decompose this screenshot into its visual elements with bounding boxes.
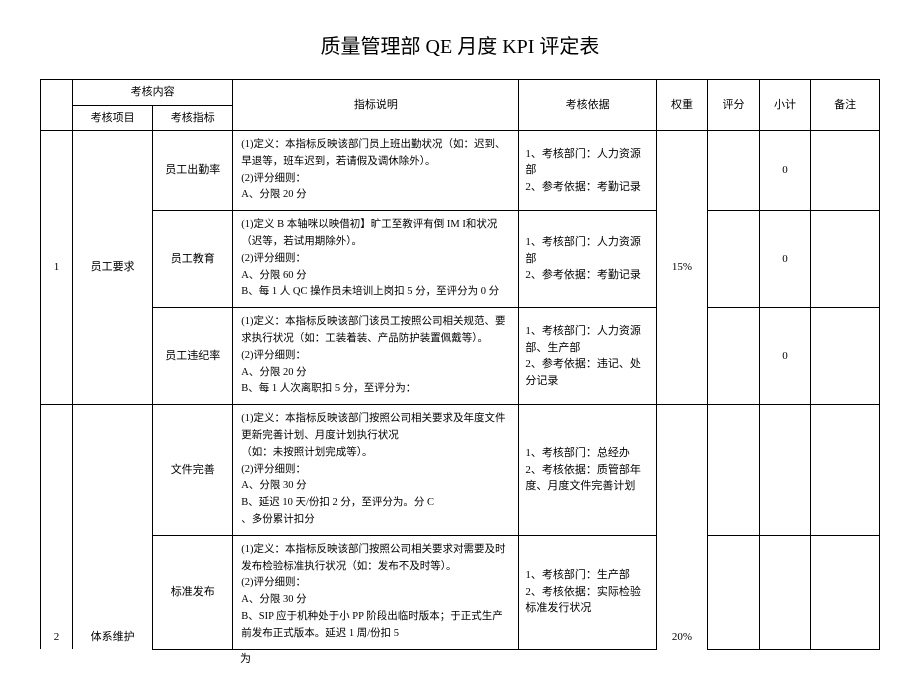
basis-cell: 1、考核部门：人力资源部2、参考依据：考勤记录 bbox=[519, 211, 656, 308]
header-assess-metric: 考核指标 bbox=[153, 105, 233, 131]
remark-cell bbox=[811, 405, 880, 536]
item-cell: 员工要求 bbox=[73, 131, 153, 405]
header-assess-item: 考核项目 bbox=[73, 105, 153, 131]
remark-cell bbox=[811, 535, 880, 649]
metric-cell: 员工违纪率 bbox=[153, 308, 233, 405]
header-basis: 考核依据 bbox=[519, 80, 656, 131]
metric-cell: 员工出勤率 bbox=[153, 131, 233, 211]
table-row: 1 员工要求 员工出勤率 (1)定义：本指标反映该部门员上班出勤状况（如：迟到、… bbox=[41, 131, 880, 211]
subtotal-cell bbox=[759, 405, 811, 536]
subtotal-cell: 0 bbox=[759, 131, 811, 211]
table-row: 员工违纪率 (1)定义：本指标反映该部门该员工按照公司相关规范、要求执行状况（如… bbox=[41, 308, 880, 405]
score-cell bbox=[708, 131, 760, 211]
score-cell bbox=[708, 211, 760, 308]
remark-cell bbox=[811, 308, 880, 405]
table-row: 标准发布 (1)定义：本指标反映该部门按照公司相关要求对需要及时发布检验标准执行… bbox=[41, 535, 880, 649]
remark-cell bbox=[811, 211, 880, 308]
score-cell bbox=[708, 308, 760, 405]
kpi-table: 考核内容 指标说明 考核依据 权重 评分 小计 备注 考核项目 考核指标 1 员… bbox=[40, 79, 880, 650]
basis-cell: 1、考核部门：人力资源部、生产部2、参考依据：违记、处分记录 bbox=[519, 308, 656, 405]
trailing-text: 为 bbox=[40, 650, 880, 666]
item-cell: 体系维护 bbox=[73, 405, 153, 649]
table-row: 2 体系维护 文件完善 (1)定义：本指标反映该部门按照公司相关要求及年度文件更… bbox=[41, 405, 880, 536]
weight-cell: 20% bbox=[656, 405, 708, 649]
page-title: 质量管理部 QE 月度 KPI 评定表 bbox=[40, 30, 880, 59]
basis-cell: 1、考核部门：生产部2、考核依据：实际检验标准发行状况 bbox=[519, 535, 656, 649]
header-subtotal: 小计 bbox=[759, 80, 811, 131]
seq-cell: 1 bbox=[41, 131, 73, 405]
subtotal-cell: 0 bbox=[759, 308, 811, 405]
remark-cell bbox=[811, 131, 880, 211]
table-row: 员工教育 (1)定义 B 本轴咪以映借初】旷工至教评有倒 IM I和状况（迟等，… bbox=[41, 211, 880, 308]
header-remark: 备注 bbox=[811, 80, 880, 131]
table-body: 1 员工要求 员工出勤率 (1)定义：本指标反映该部门员上班出勤状况（如：迟到、… bbox=[41, 131, 880, 650]
subtotal-cell: 0 bbox=[759, 211, 811, 308]
metric-cell: 员工教育 bbox=[153, 211, 233, 308]
score-cell bbox=[708, 405, 760, 536]
header-weight: 权重 bbox=[656, 80, 708, 131]
desc-cell: (1)定义：本指标反映该部门按照公司相关要求及年度文件更新完善计划、月度计划执行… bbox=[233, 405, 519, 536]
header-metric-desc: 指标说明 bbox=[233, 80, 519, 131]
header-seq bbox=[41, 80, 73, 131]
metric-cell: 文件完善 bbox=[153, 405, 233, 536]
basis-cell: 1、考核部门：总经办2、考核依据：质管部年度、月度文件完善计划 bbox=[519, 405, 656, 536]
desc-cell: (1)定义：本指标反映该部门按照公司相关要求对需要及时发布检验标准执行状况（如：… bbox=[233, 535, 519, 649]
desc-cell: (1)定义：本指标反映该部门员上班出勤状况（如：迟到、早退等，班车迟到，若请假及… bbox=[233, 131, 519, 211]
seq-cell: 2 bbox=[41, 405, 73, 649]
subtotal-cell bbox=[759, 535, 811, 649]
desc-cell: (1)定义 B 本轴咪以映借初】旷工至教评有倒 IM I和状况（迟等，若试用期除… bbox=[233, 211, 519, 308]
metric-cell: 标准发布 bbox=[153, 535, 233, 649]
header-assess-content: 考核内容 bbox=[73, 80, 233, 106]
desc-cell: (1)定义：本指标反映该部门该员工按照公司相关规范、要求执行状况（如：工装着装、… bbox=[233, 308, 519, 405]
basis-cell: 1、考核部门：人力资源部2、参考依据：考勤记录 bbox=[519, 131, 656, 211]
score-cell bbox=[708, 535, 760, 649]
weight-cell: 15% bbox=[656, 131, 708, 405]
header-score: 评分 bbox=[708, 80, 760, 131]
